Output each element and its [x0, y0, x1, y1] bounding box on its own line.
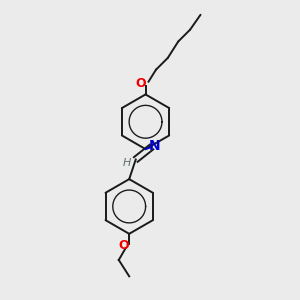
Text: O: O — [135, 77, 146, 90]
Text: N: N — [148, 139, 160, 152]
Text: O: O — [118, 238, 129, 252]
Text: H: H — [123, 158, 131, 168]
